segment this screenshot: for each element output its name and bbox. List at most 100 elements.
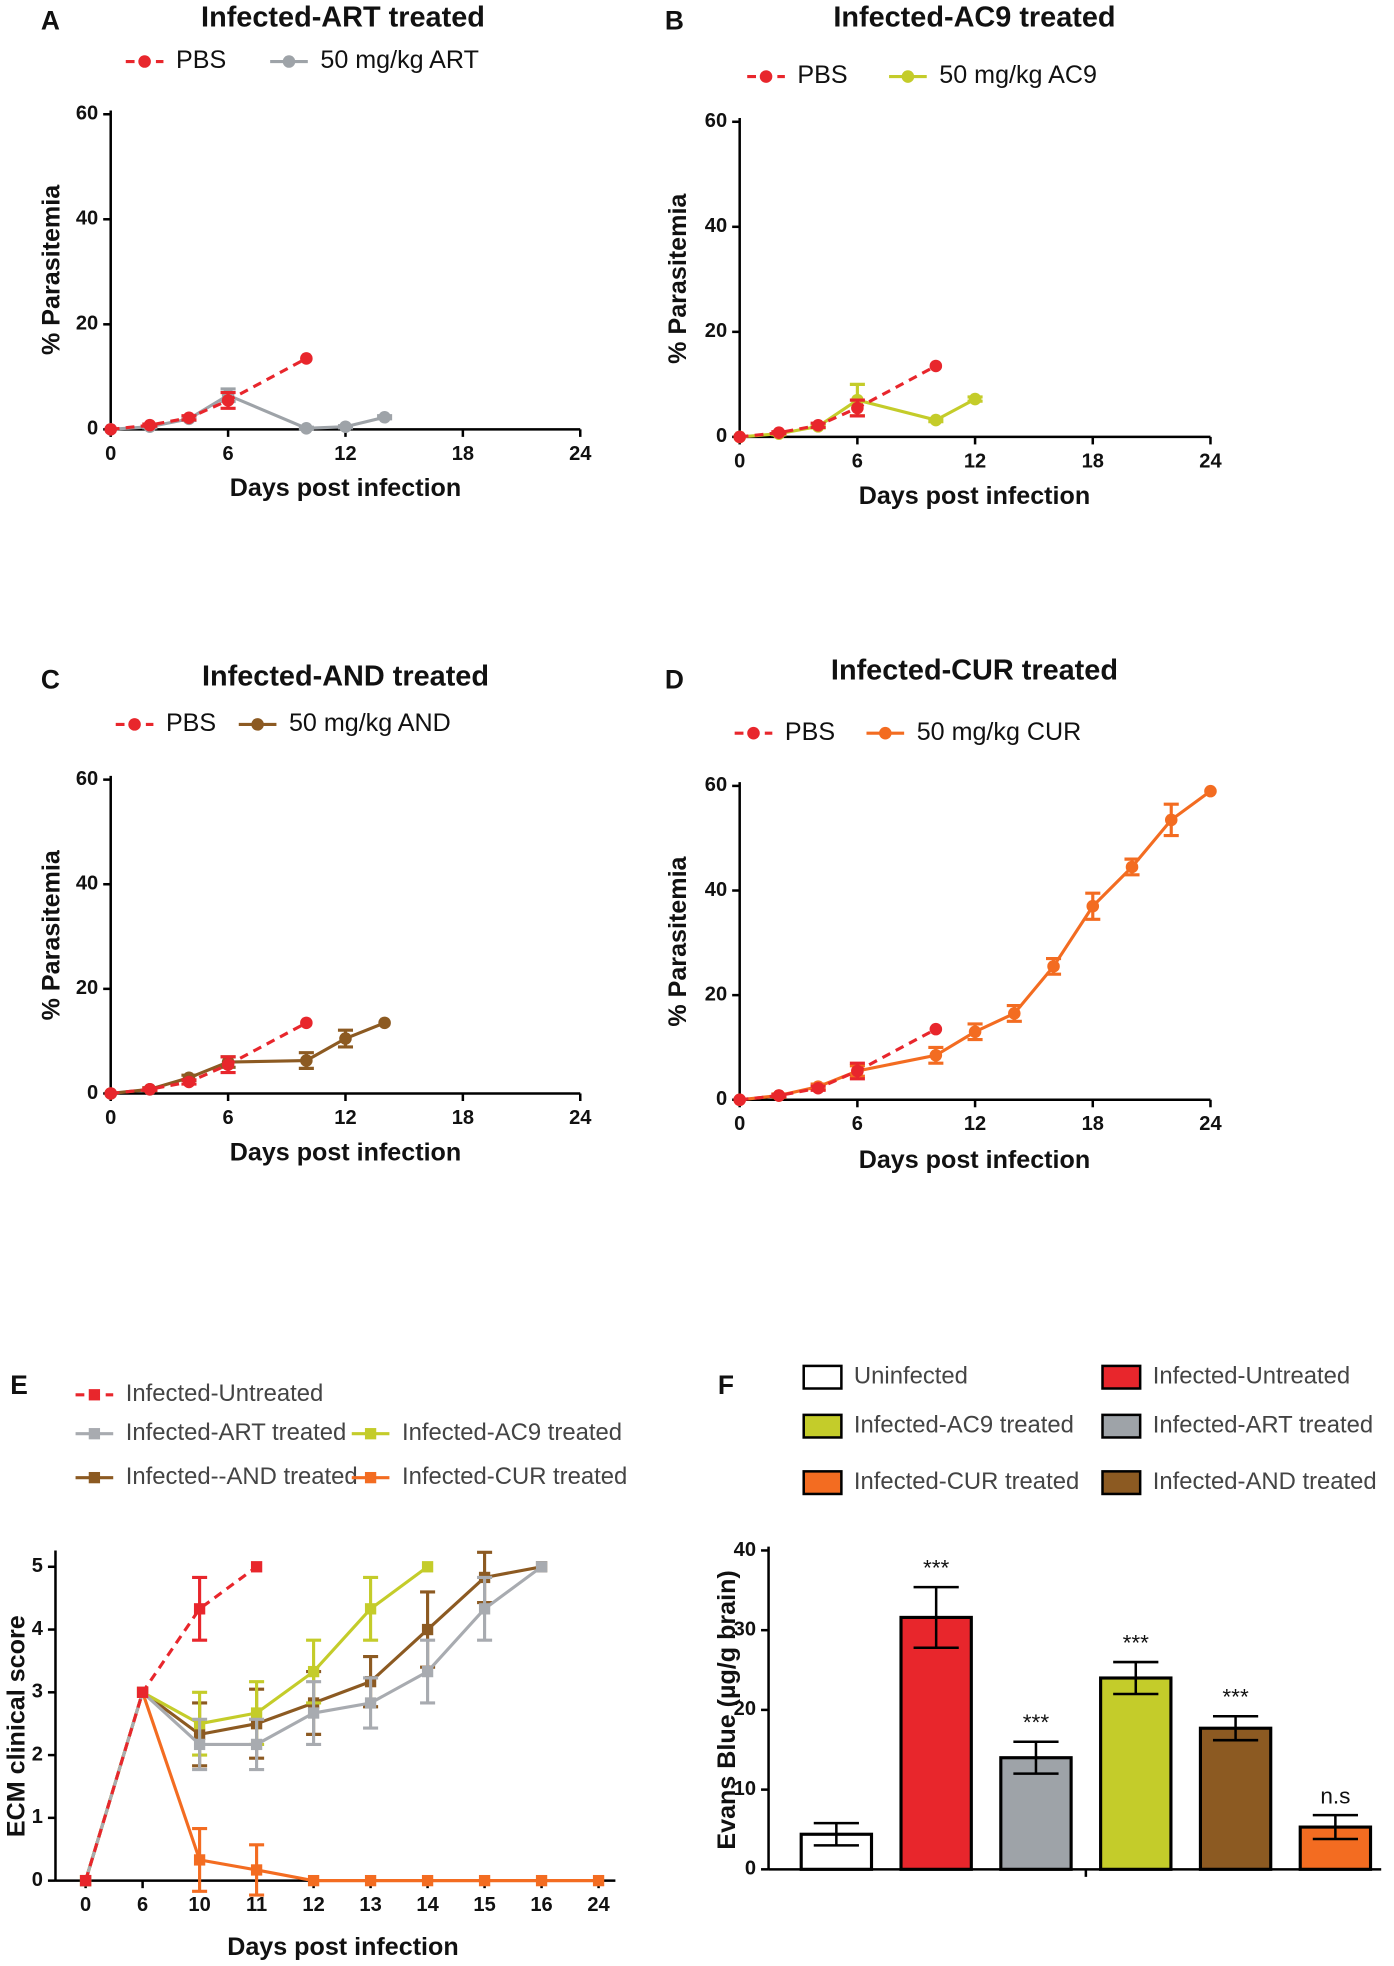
error-bar xyxy=(913,1585,959,1649)
marker xyxy=(968,392,982,406)
marker xyxy=(478,1603,491,1615)
marker xyxy=(307,1707,320,1719)
marker xyxy=(1047,960,1060,973)
y-tick-label: 2 xyxy=(32,1743,43,1765)
legend-swatch xyxy=(1101,1413,1142,1439)
marker xyxy=(364,1603,377,1615)
y-tick-label: 0 xyxy=(32,1869,43,1891)
x-tick-label: 6 xyxy=(852,450,863,472)
chart-title: Infected-AND treated xyxy=(202,661,489,693)
legend-label: 50 mg/kg ART xyxy=(320,46,479,74)
y-tick-label: 40 xyxy=(734,1539,756,1561)
y-tick-label: 20 xyxy=(76,313,98,335)
bar xyxy=(899,1615,973,1871)
marker xyxy=(300,422,313,435)
y-axis-label: % Parasitemia xyxy=(38,184,66,355)
panel-label: A xyxy=(41,6,60,36)
panel-label: F xyxy=(718,1370,734,1400)
marker xyxy=(221,394,235,407)
legend-label: PBS xyxy=(166,709,216,737)
legend-label: 50 mg/kg AC9 xyxy=(939,61,1097,89)
marker xyxy=(535,1874,548,1887)
x-tick-label: 15 xyxy=(473,1894,495,1916)
series-line xyxy=(739,789,1212,1102)
marker xyxy=(193,1854,206,1866)
y-tick-label: 0 xyxy=(87,418,98,440)
marker xyxy=(364,1874,377,1887)
y-tick-label: 60 xyxy=(76,768,98,790)
legend-marker xyxy=(88,1428,101,1440)
marker xyxy=(929,359,943,373)
legend-marker xyxy=(901,70,915,83)
x-tick-label: 18 xyxy=(452,443,474,465)
marker xyxy=(250,1561,263,1573)
x-tick-label: 24 xyxy=(1199,450,1222,472)
marker xyxy=(1086,899,1100,913)
x-tick-label: 12 xyxy=(334,443,356,465)
marker xyxy=(307,1665,320,1678)
x-tick-label: 18 xyxy=(1082,1113,1104,1135)
legend-marker xyxy=(879,726,892,740)
marker xyxy=(421,1874,434,1887)
legend-swatch xyxy=(802,1470,843,1496)
marker xyxy=(851,401,864,415)
legend-swatch xyxy=(1101,1364,1142,1390)
x-axis-label: Days post infection xyxy=(859,1146,1090,1174)
marker xyxy=(300,1054,313,1067)
y-tick-label: 30 xyxy=(734,1618,756,1640)
marker xyxy=(250,1738,263,1751)
marker xyxy=(421,1561,434,1573)
legend-label: Uninfected xyxy=(854,1363,968,1390)
legend-marker xyxy=(138,55,151,68)
marker xyxy=(136,1686,149,1698)
series-line xyxy=(110,357,308,431)
marker xyxy=(193,1603,206,1615)
marker xyxy=(1204,784,1217,798)
legend-label: Infected-AC9 treated xyxy=(854,1411,1074,1438)
marker xyxy=(772,1089,786,1102)
y-tick-label: 20 xyxy=(734,1698,756,1720)
marker xyxy=(143,1083,157,1096)
x-axis-label: Days post infection xyxy=(859,482,1090,510)
y-tick-label: 0 xyxy=(87,1082,98,1104)
marker xyxy=(592,1874,605,1887)
x-tick-label: 24 xyxy=(587,1894,610,1916)
significance-label: *** xyxy=(1222,1685,1249,1710)
panel-label: C xyxy=(41,665,60,695)
marker xyxy=(378,410,391,424)
legend-label: Infected-CUR treated xyxy=(402,1463,627,1490)
marker xyxy=(79,1874,92,1887)
series-line xyxy=(739,1027,937,1102)
legend-marker xyxy=(128,718,141,731)
x-axis-label: Days post infection xyxy=(230,1138,461,1166)
marker xyxy=(250,1707,263,1719)
legend-marker xyxy=(88,1389,101,1401)
significance-label: *** xyxy=(1023,1710,1050,1735)
marker xyxy=(104,1087,117,1100)
y-tick-label: 20 xyxy=(705,320,727,342)
x-tick-label: 14 xyxy=(416,1894,439,1916)
x-tick-label: 12 xyxy=(964,450,986,472)
marker xyxy=(143,418,157,432)
legend-label: Infected-AC9 treated xyxy=(402,1419,622,1446)
marker xyxy=(182,411,196,425)
y-axis-label: ECM clinical score xyxy=(2,1615,30,1837)
marker xyxy=(478,1874,491,1887)
marker xyxy=(300,1016,313,1030)
marker xyxy=(378,1016,391,1030)
error-bar xyxy=(1212,1715,1259,1742)
x-tick-label: 6 xyxy=(137,1894,148,1916)
legend-label: PBS xyxy=(176,46,226,74)
marker xyxy=(535,1561,548,1573)
panel-label: E xyxy=(10,1370,28,1400)
marker xyxy=(811,419,825,432)
x-axis-label: Days post infection xyxy=(227,1933,458,1961)
marker xyxy=(929,1049,943,1062)
x-tick-label: 24 xyxy=(1199,1113,1222,1135)
x-tick-label: 24 xyxy=(569,1107,592,1129)
y-tick-label: 60 xyxy=(76,103,98,125)
bar xyxy=(999,1756,1073,1871)
y-tick-label: 40 xyxy=(76,873,98,895)
y-tick-label: 60 xyxy=(705,110,727,132)
legend-label: 50 mg/kg AND xyxy=(289,709,451,737)
